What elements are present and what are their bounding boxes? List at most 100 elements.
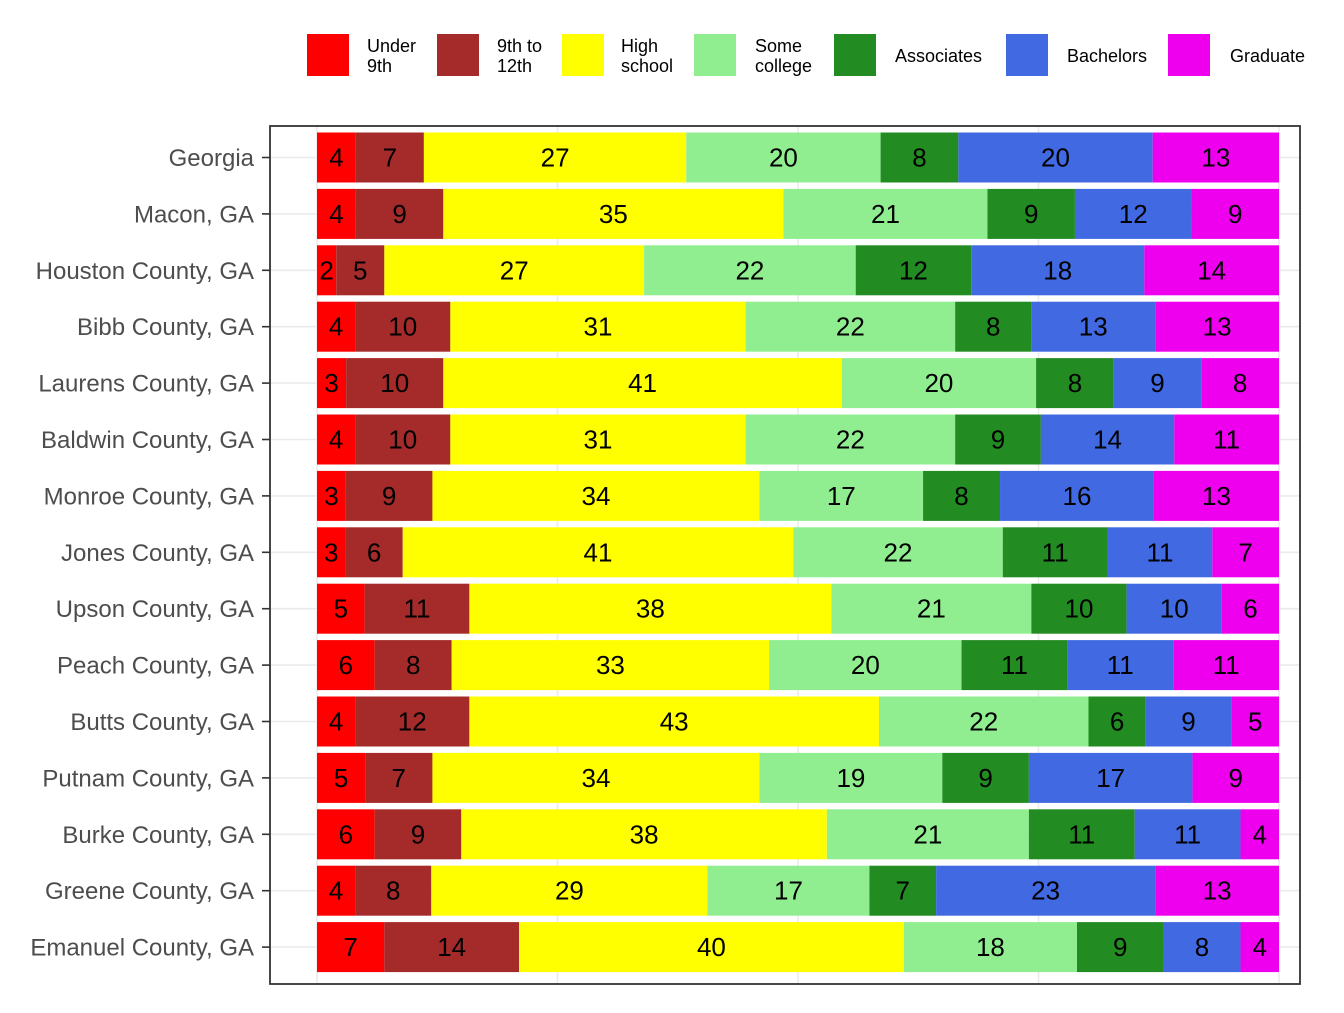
bar-value-label: 4 — [1253, 932, 1267, 962]
legend-key — [437, 34, 479, 76]
bar-segment — [317, 865, 356, 916]
legend-key — [307, 34, 349, 76]
bar-value-label: 10 — [380, 368, 409, 398]
bar-value-label: 9 — [1113, 932, 1127, 962]
bar-value-label: 11 — [1174, 819, 1201, 849]
bar-segment — [745, 414, 956, 465]
legend-key — [834, 34, 876, 76]
bar-segment — [878, 696, 1089, 747]
bar-value-label: 20 — [851, 650, 880, 680]
bar-segment — [374, 640, 452, 691]
bar-segment — [1113, 358, 1202, 409]
bar-segment — [1067, 640, 1174, 691]
bar-value-label: 11 — [1213, 425, 1240, 455]
bar-value-label: 11 — [1068, 819, 1095, 849]
bar-value-label: 11 — [1001, 650, 1028, 680]
bar-value-label: 9 — [411, 819, 425, 849]
bar-value-label: 19 — [836, 763, 865, 793]
legend-label: Some — [755, 36, 802, 56]
bar-value-label: 17 — [1096, 763, 1125, 793]
bar-value-label: 43 — [660, 707, 689, 737]
bar-segment — [317, 527, 346, 578]
bar-segment — [1126, 583, 1222, 634]
bar-segment — [841, 358, 1037, 409]
bar-value-label: 8 — [986, 312, 1000, 342]
bar-segment — [317, 358, 347, 409]
bar-segment — [432, 470, 760, 521]
bar-value-label: 3 — [324, 368, 338, 398]
bar-value-label: 20 — [924, 368, 953, 398]
bar-segment — [346, 358, 444, 409]
bar-segment — [1155, 301, 1279, 352]
bar-value-label: 8 — [1068, 368, 1082, 398]
bar-value-label: 31 — [584, 312, 613, 342]
bar-segment — [345, 527, 403, 578]
bar-segment — [317, 809, 375, 860]
bar-value-label: 11 — [1213, 650, 1240, 680]
bar-segment — [936, 865, 1156, 916]
bar-segment — [431, 865, 708, 916]
legend-key — [1006, 34, 1048, 76]
legend-label: school — [621, 56, 673, 76]
y-axis-category-label: Emanuel County, GA — [30, 935, 254, 962]
bar-segment — [707, 865, 870, 916]
bar-segment — [1076, 922, 1164, 973]
bar-segment — [1174, 414, 1279, 465]
y-axis-category-label: Houston County, GA — [36, 258, 254, 285]
bar-segment — [961, 640, 1068, 691]
bar-segment — [1002, 527, 1108, 578]
bar-value-label: 41 — [628, 368, 657, 398]
bar-segment — [443, 358, 842, 409]
bar-segment — [1107, 527, 1213, 578]
bar-segment — [1163, 922, 1241, 973]
bar-value-label: 23 — [1031, 876, 1060, 906]
bar-segment — [831, 583, 1032, 634]
bar-segment — [1028, 752, 1193, 803]
bar-segment — [355, 865, 432, 916]
bar-segment — [1031, 301, 1156, 352]
bar-segment — [1153, 470, 1279, 521]
y-axis-category-label: Laurens County, GA — [38, 371, 254, 398]
bar-segment — [942, 752, 1029, 803]
bar-segment — [355, 301, 451, 352]
bar-segment — [443, 188, 784, 239]
bar-value-label: 11 — [1107, 650, 1134, 680]
bar-value-label: 13 — [1201, 143, 1230, 173]
bar-segment — [461, 809, 827, 860]
bar-segment — [364, 583, 470, 634]
bar-segment — [1134, 809, 1241, 860]
bar-segment — [686, 132, 881, 183]
bar-segment — [317, 470, 346, 521]
bar-value-label: 6 — [1243, 594, 1257, 624]
legend-label: college — [755, 56, 812, 76]
bar-segment — [955, 414, 1041, 465]
bar-value-label: 12 — [398, 707, 427, 737]
bar-value-label: 38 — [636, 594, 665, 624]
bar-segment — [1240, 809, 1279, 860]
bar-value-label: 3 — [324, 481, 338, 511]
y-axis-category-label: Macon, GA — [134, 201, 254, 228]
bar-segment — [384, 922, 520, 973]
bar-value-label: 13 — [1079, 312, 1108, 342]
bar-segment — [355, 696, 470, 747]
y-axis-category-label: Jones County, GA — [61, 540, 254, 567]
bar-value-label: 21 — [917, 594, 946, 624]
bar-segment — [745, 301, 956, 352]
bar-value-label: 14 — [1093, 425, 1122, 455]
y-axis-category-label: Bibb County, GA — [77, 314, 254, 341]
bar-value-label: 20 — [769, 143, 798, 173]
bar-segment — [1221, 583, 1279, 634]
bar-segment — [1231, 696, 1279, 747]
bar-segment — [759, 470, 924, 521]
bar-segment — [317, 922, 385, 973]
legend-label: Under — [367, 36, 416, 56]
bar-value-label: 22 — [836, 425, 865, 455]
bar-value-label: 5 — [1248, 707, 1262, 737]
bar-segment — [1088, 696, 1146, 747]
legend-label: 12th — [497, 56, 532, 76]
bar-value-label: 41 — [584, 537, 613, 567]
bar-value-label: 11 — [1042, 537, 1069, 567]
bar-segment — [1212, 527, 1279, 578]
bar-segment — [1036, 358, 1114, 409]
bar-value-label: 5 — [334, 763, 348, 793]
